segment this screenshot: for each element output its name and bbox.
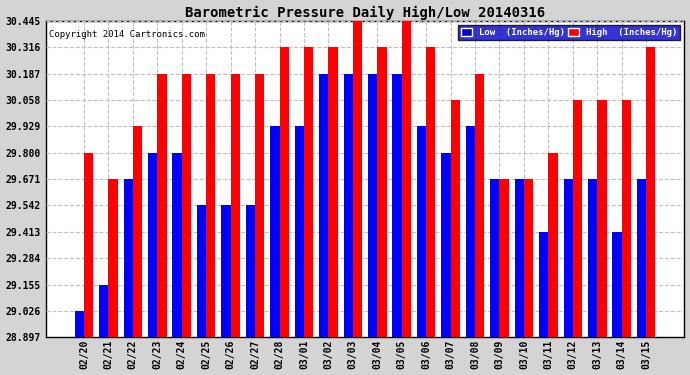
Bar	[588, 179, 598, 337]
Text: Copyright 2014 Cartronics.com: Copyright 2014 Cartronics.com	[49, 30, 205, 39]
Bar	[393, 74, 402, 337]
Bar	[368, 74, 377, 337]
Bar	[99, 285, 108, 337]
Bar	[539, 232, 549, 337]
Bar	[319, 74, 328, 337]
Bar	[573, 100, 582, 337]
Bar	[515, 179, 524, 337]
Bar	[197, 206, 206, 337]
Bar	[157, 74, 166, 337]
Bar	[426, 47, 435, 337]
Bar	[328, 47, 337, 337]
Bar	[172, 153, 181, 337]
Bar	[598, 100, 607, 337]
Bar	[206, 74, 215, 337]
Bar	[148, 153, 157, 337]
Bar	[246, 206, 255, 337]
Bar	[466, 126, 475, 337]
Bar	[108, 179, 118, 337]
Bar	[500, 179, 509, 337]
Bar	[564, 179, 573, 337]
Title: Barometric Pressure Daily High/Low 20140316: Barometric Pressure Daily High/Low 20140…	[185, 6, 545, 20]
Bar	[490, 179, 500, 337]
Bar	[295, 126, 304, 337]
Bar	[402, 21, 411, 337]
Bar	[255, 74, 264, 337]
Bar	[279, 47, 289, 337]
Bar	[377, 47, 386, 337]
Bar	[646, 47, 656, 337]
Bar	[181, 74, 191, 337]
Bar	[304, 47, 313, 337]
Bar	[549, 153, 558, 337]
Bar	[622, 100, 631, 337]
Bar	[475, 74, 484, 337]
Bar	[270, 126, 279, 337]
Bar	[133, 126, 142, 337]
Bar	[84, 153, 93, 337]
Bar	[344, 74, 353, 337]
Bar	[230, 74, 240, 337]
Bar	[524, 179, 533, 337]
Legend: Low  (Inches/Hg), High  (Inches/Hg): Low (Inches/Hg), High (Inches/Hg)	[458, 26, 680, 40]
Bar	[124, 179, 133, 337]
Bar	[417, 126, 426, 337]
Bar	[75, 311, 84, 337]
Bar	[221, 206, 230, 337]
Bar	[613, 232, 622, 337]
Bar	[442, 153, 451, 337]
Bar	[353, 21, 362, 337]
Bar	[637, 179, 646, 337]
Bar	[451, 100, 460, 337]
